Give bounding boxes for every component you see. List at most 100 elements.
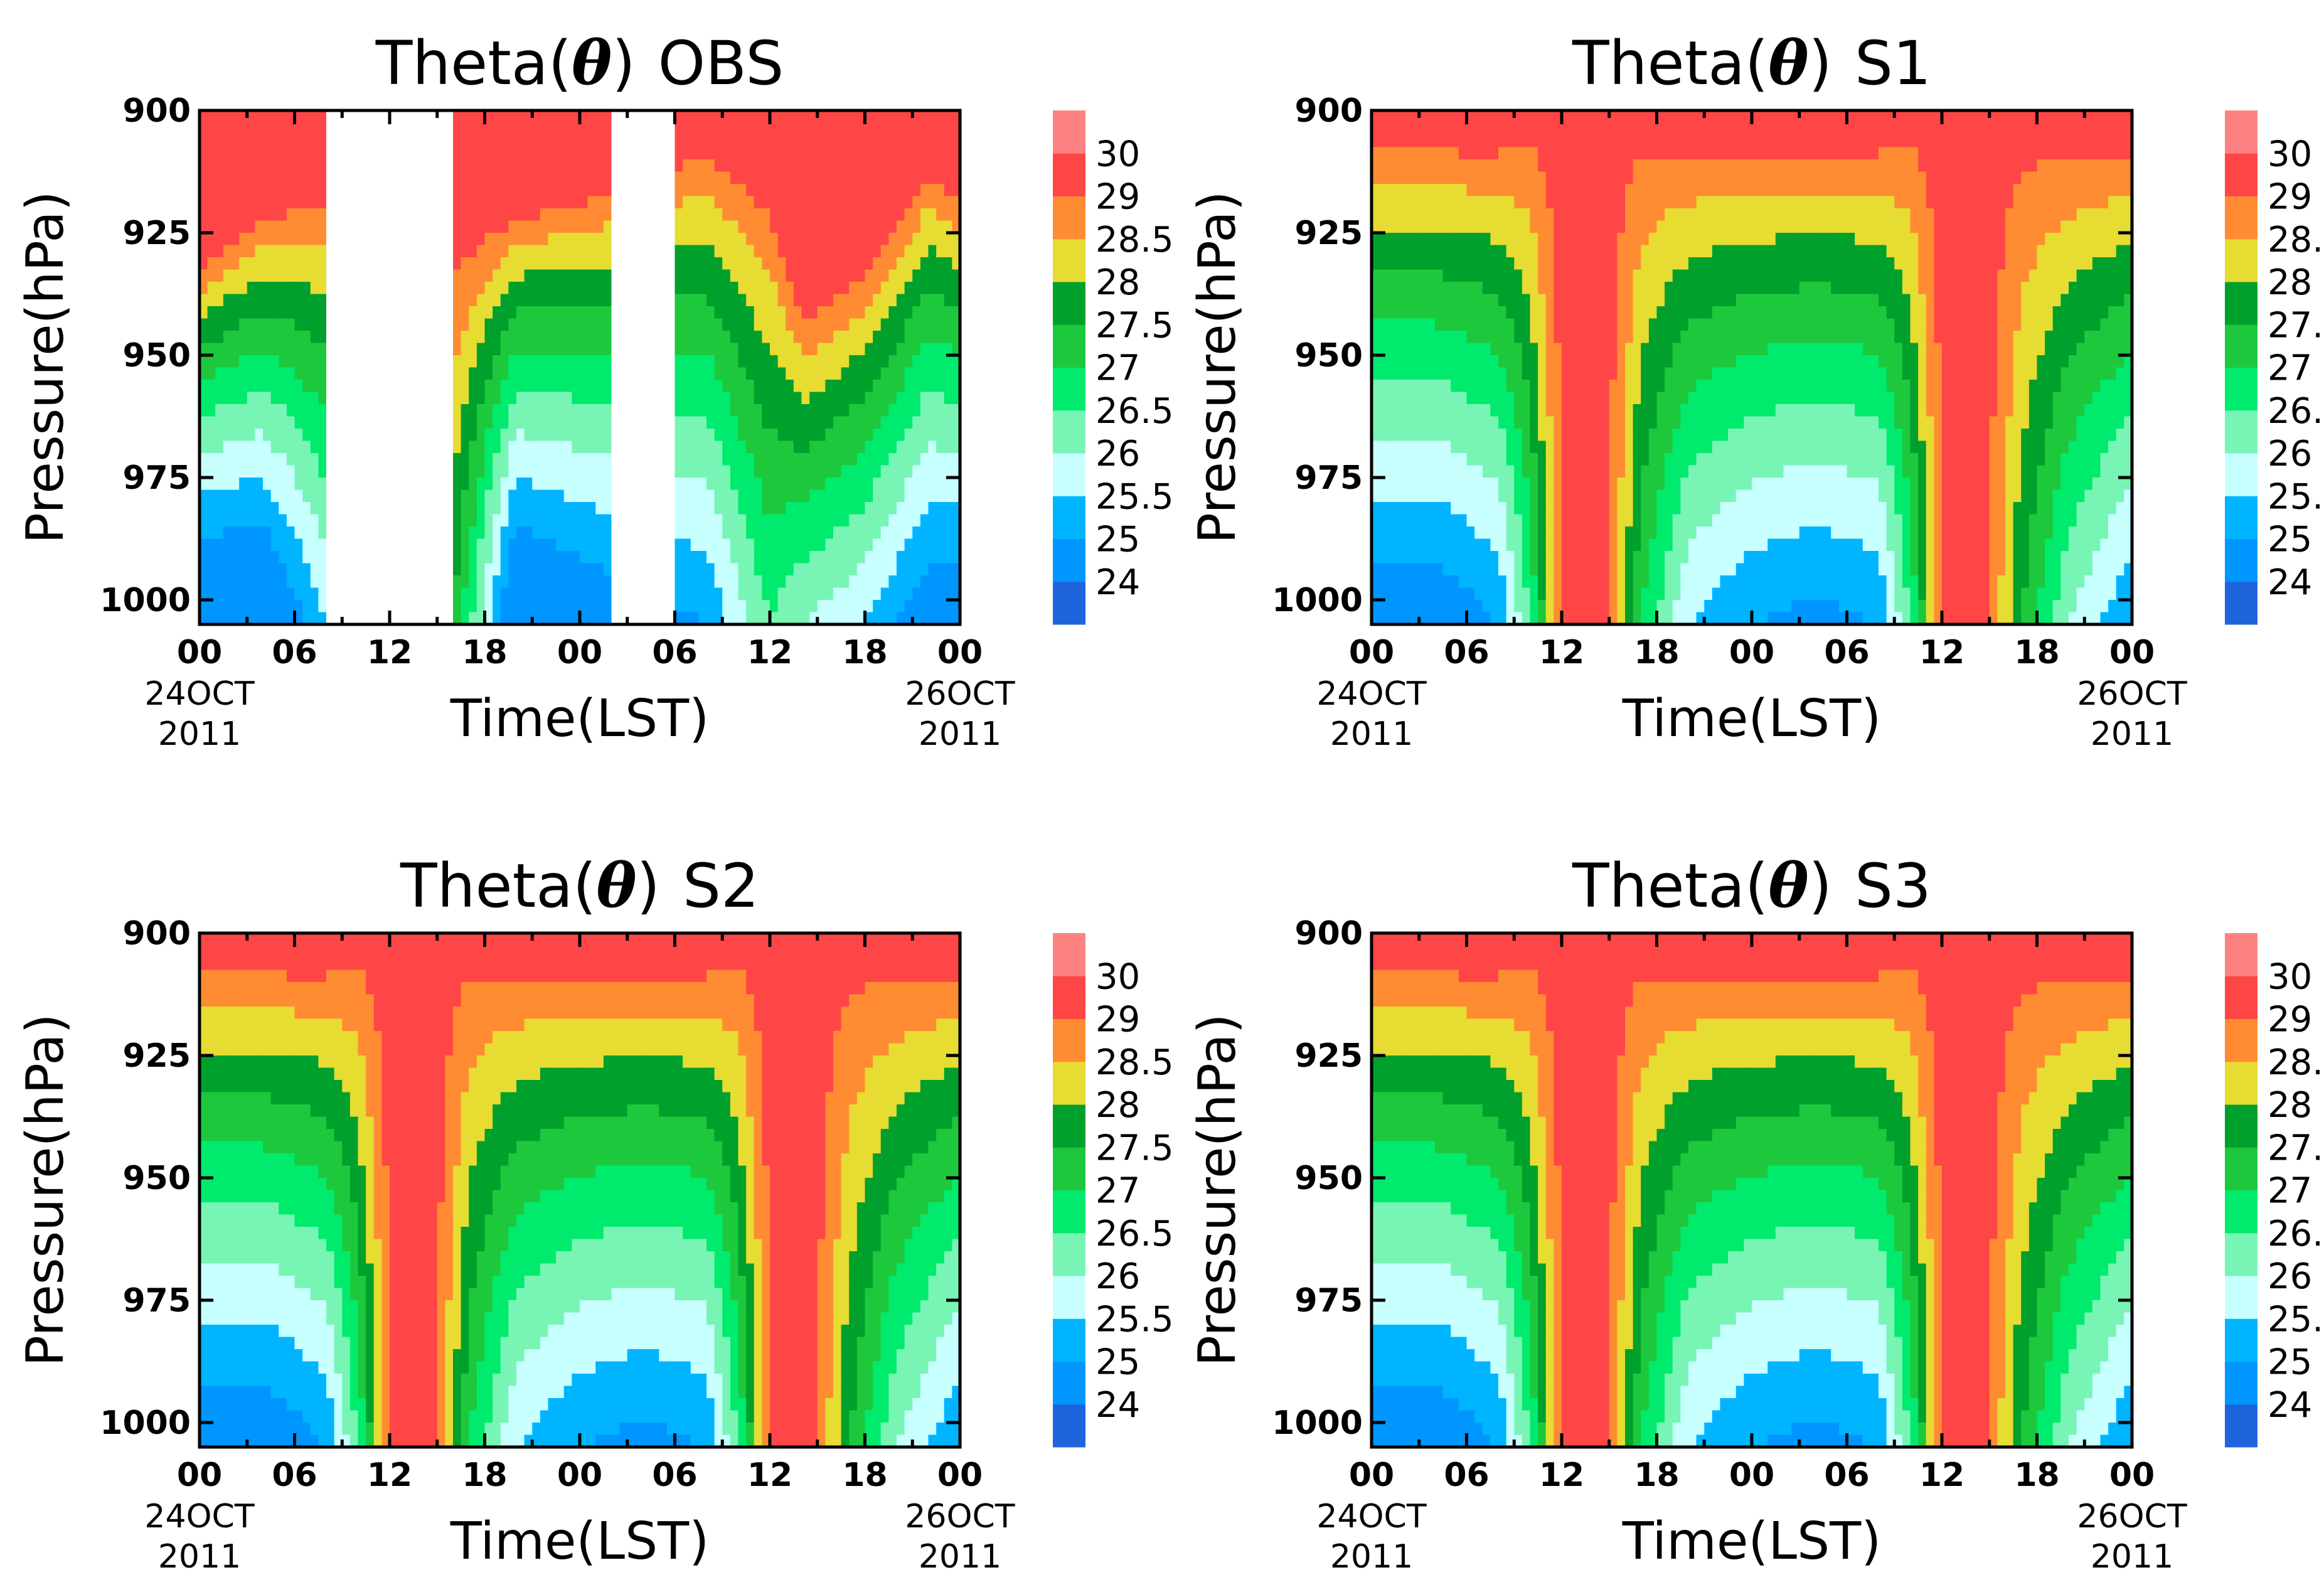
theta-cell [595, 172, 604, 184]
theta-cell [881, 478, 889, 490]
theta-cell [1514, 343, 1522, 356]
theta-cell [746, 355, 754, 368]
theta-cell [1451, 221, 1459, 233]
theta-cell [508, 172, 516, 184]
theta-cell [778, 159, 786, 172]
theta-cell [715, 588, 723, 601]
theta-cell [762, 257, 770, 270]
theta-cell [223, 564, 232, 576]
theta-cell [311, 417, 319, 429]
theta-cell [722, 417, 730, 429]
theta-cell [1459, 526, 1467, 539]
theta-cell [762, 184, 770, 196]
theta-cell [936, 123, 944, 136]
theta-cell [873, 294, 881, 307]
theta-cell [604, 575, 612, 588]
theta-cell [232, 526, 240, 539]
theta-cell [1443, 135, 1451, 147]
theta-cell [239, 368, 247, 380]
theta-cell [1451, 368, 1459, 380]
theta-cell [461, 343, 469, 356]
theta-cell [833, 588, 841, 601]
theta-cell [1514, 429, 1522, 441]
theta-cell [1404, 282, 1412, 294]
theta-cell [1474, 135, 1483, 147]
theta-cell [849, 196, 857, 209]
theta-cell [215, 147, 223, 160]
theta-cell [255, 147, 263, 160]
theta-cell [318, 539, 326, 552]
theta-cell [572, 257, 580, 270]
theta-cell [572, 539, 580, 552]
theta-cell [691, 221, 699, 233]
theta-cell [295, 257, 303, 270]
theta-cell [1411, 184, 1419, 196]
theta-cell [271, 429, 279, 441]
theta-cell [738, 490, 747, 503]
theta-cell [508, 466, 516, 478]
theta-cell [247, 270, 255, 282]
theta-cell [746, 368, 754, 380]
theta-cell [532, 172, 540, 184]
theta-cell [730, 135, 738, 147]
theta-cell [255, 110, 263, 123]
theta-cell [944, 257, 952, 270]
theta-cell [920, 490, 929, 503]
theta-cell [604, 404, 612, 417]
theta-cell [1467, 441, 1475, 454]
theta-cell [1467, 380, 1475, 392]
theta-cell [936, 196, 944, 209]
theta-cell [857, 453, 865, 466]
theta-cell [841, 257, 850, 270]
theta-cell [1411, 147, 1419, 160]
theta-cell [936, 575, 944, 588]
theta-cell [857, 245, 865, 258]
theta-cell [556, 196, 564, 209]
theta-cell [255, 453, 263, 466]
theta-cell [279, 343, 287, 356]
theta-cell [1490, 123, 1498, 136]
theta-cell [881, 588, 889, 601]
theta-cell [762, 196, 770, 209]
theta-cell [802, 159, 810, 172]
theta-cell [485, 368, 493, 380]
theta-cell [477, 429, 485, 441]
theta-cell [1451, 380, 1459, 392]
theta-cell [302, 257, 311, 270]
theta-cell [833, 429, 841, 441]
theta-cell [1483, 123, 1491, 136]
theta-cell [302, 282, 311, 294]
theta-cell [722, 208, 730, 221]
colorbar-swatch [1053, 410, 1085, 454]
theta-cell [825, 564, 833, 576]
theta-cell [1395, 392, 1404, 405]
theta-cell [1451, 172, 1459, 184]
theta-cell [1395, 380, 1404, 392]
theta-cell [1411, 306, 1419, 319]
theta-cell [1522, 319, 1530, 331]
theta-cell [849, 453, 857, 466]
theta-cell [1404, 441, 1412, 454]
theta-cell [936, 110, 944, 123]
theta-cell [802, 172, 810, 184]
theta-cell [738, 233, 747, 245]
theta-cell [936, 466, 944, 478]
theta-cell [746, 453, 754, 466]
theta-cell [1395, 404, 1404, 417]
theta-cell [1443, 453, 1451, 466]
theta-cell [1530, 404, 1538, 417]
theta-cell [469, 245, 477, 258]
theta-cell [762, 147, 770, 160]
theta-cell [722, 502, 730, 515]
theta-cell [897, 490, 905, 503]
theta-cell [849, 355, 857, 368]
theta-cell [802, 392, 810, 405]
theta-cell [311, 441, 319, 454]
theta-cell [572, 245, 580, 258]
theta-cell [1451, 233, 1459, 245]
theta-cell [1451, 539, 1459, 552]
theta-cell [1380, 306, 1388, 319]
theta-cell [936, 270, 944, 282]
theta-cell [508, 282, 516, 294]
theta-cell [1490, 588, 1498, 601]
